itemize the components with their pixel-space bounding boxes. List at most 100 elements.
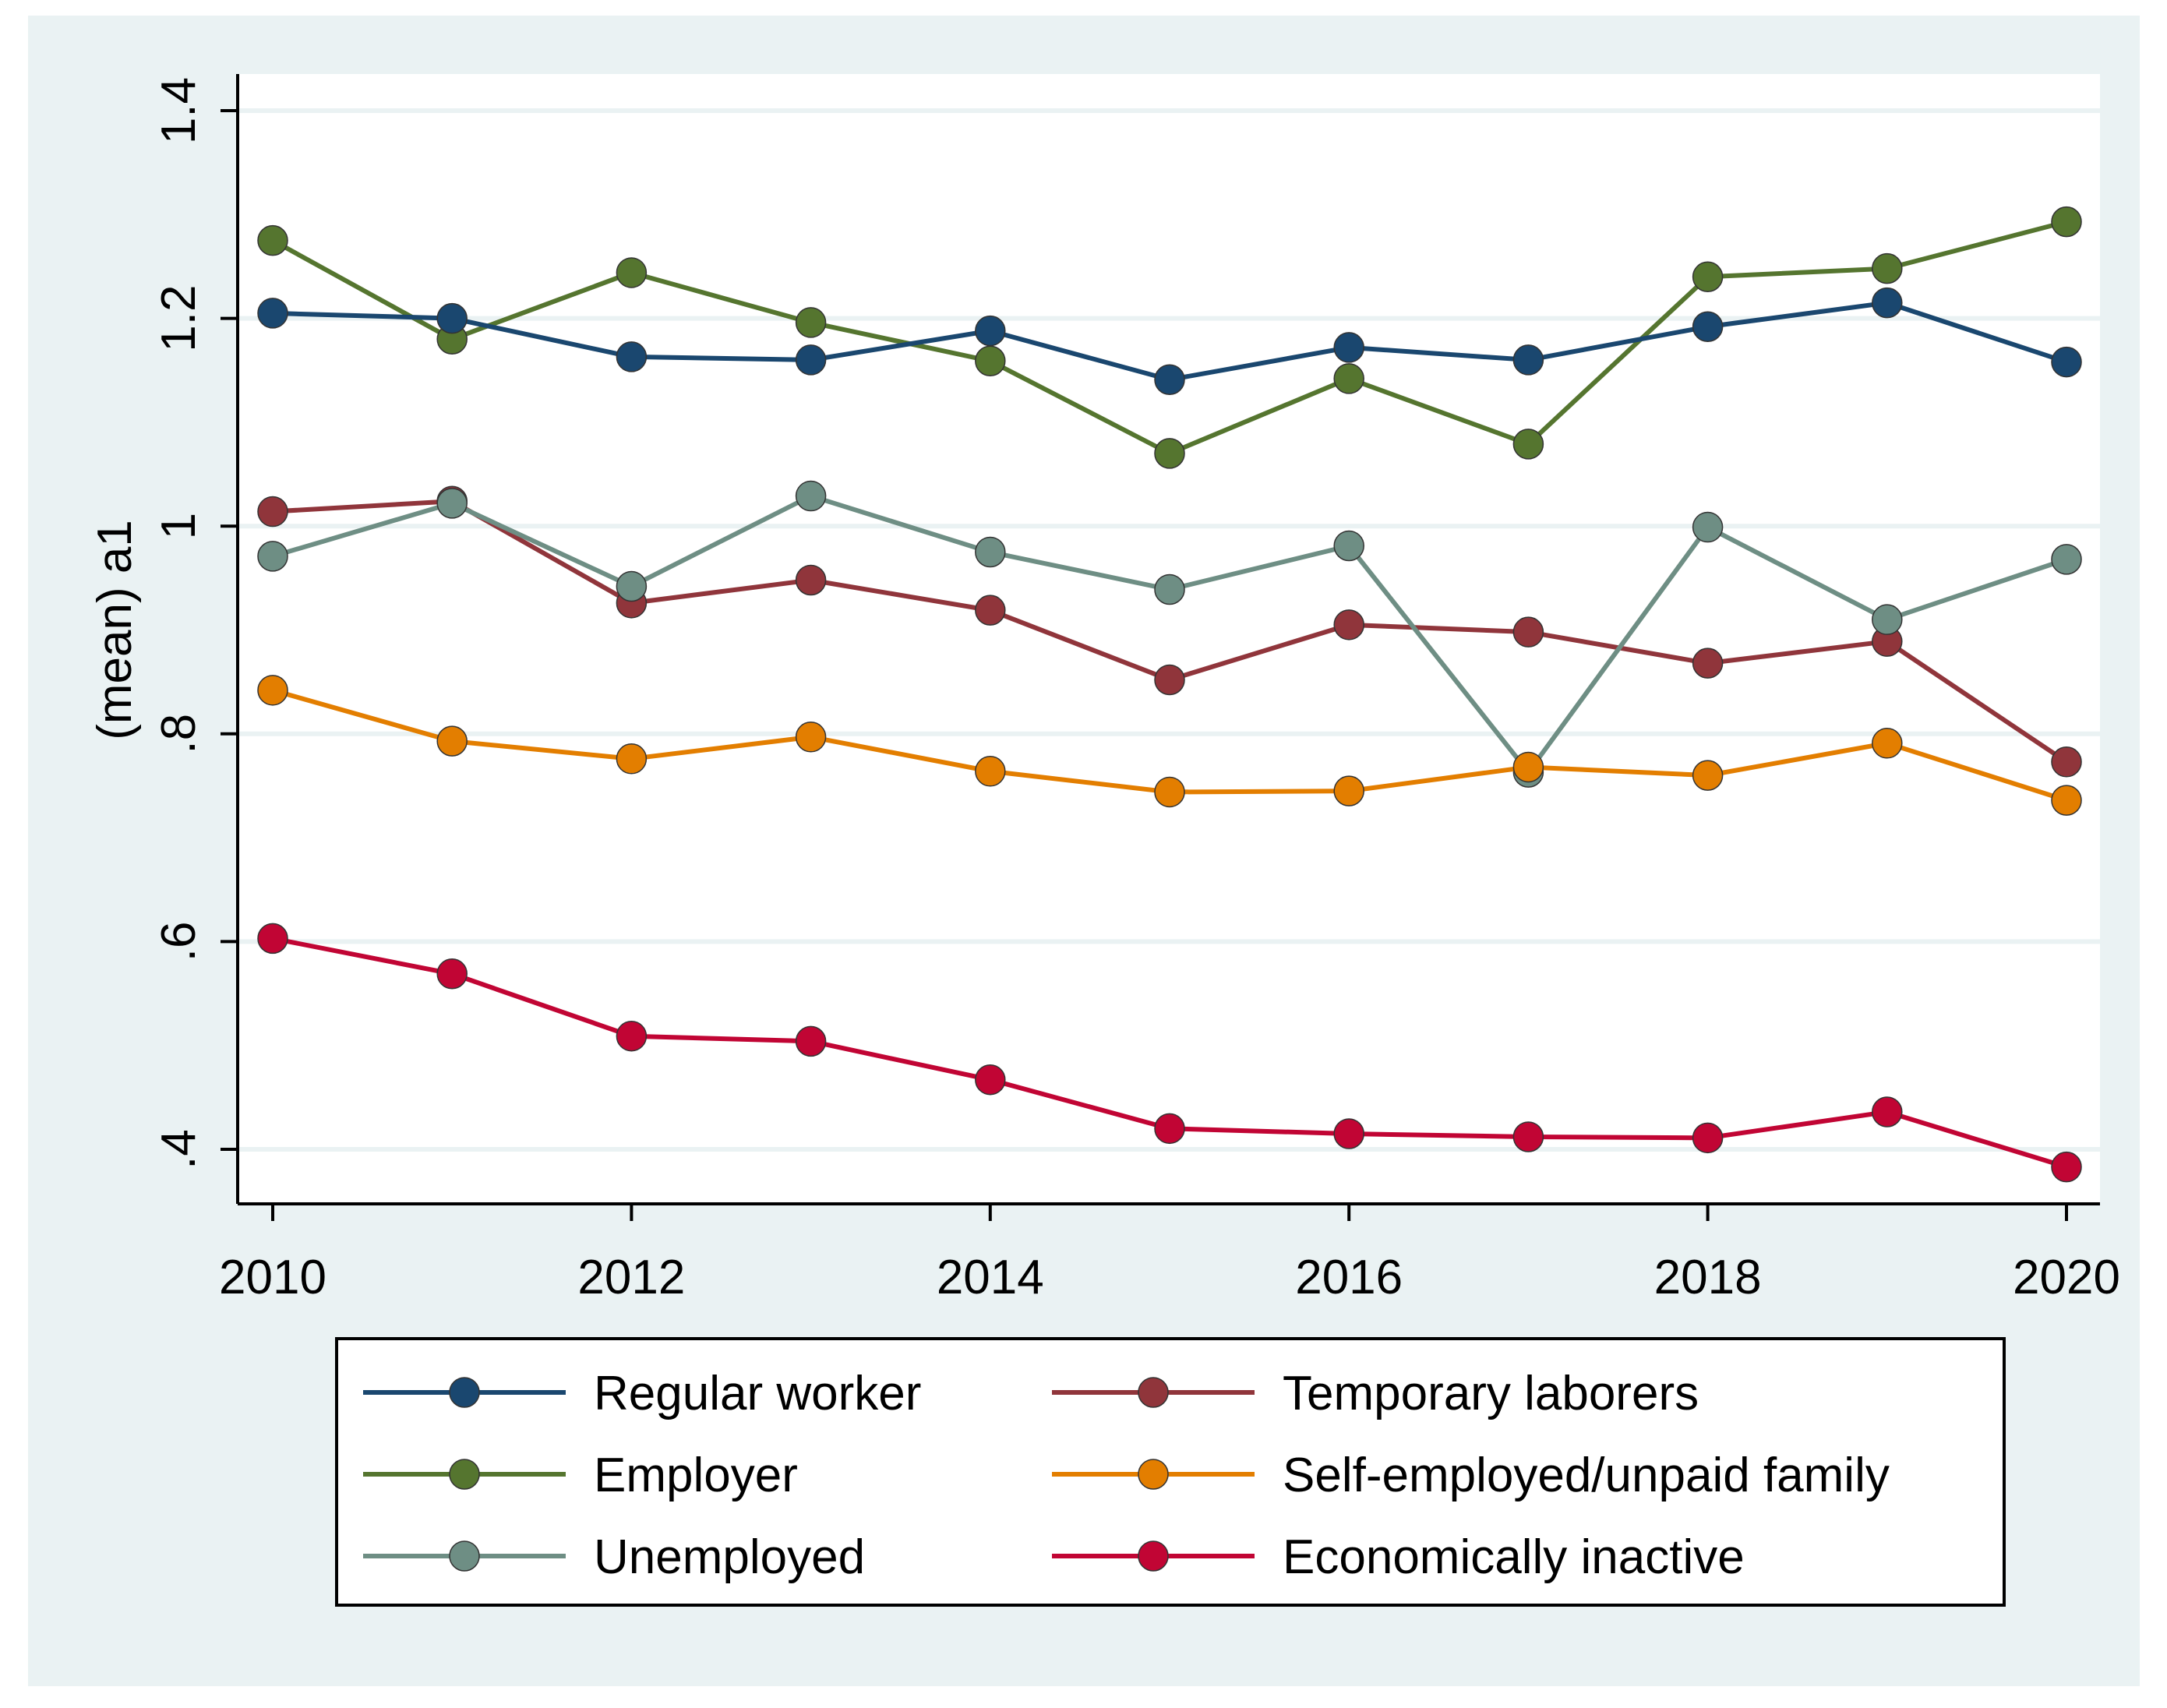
- point-self-employed-unpaid-family-2010: [257, 675, 288, 706]
- series-regular-worker: [257, 287, 2082, 395]
- point-self-employed-unpaid-family-2011: [436, 725, 468, 757]
- series-economically-inactive: [257, 923, 2082, 1183]
- gridlines: [238, 108, 2100, 1152]
- point-employer-2012: [616, 257, 648, 288]
- x-tick-label-3: 2016: [1295, 1251, 1403, 1304]
- point-self-employed-unpaid-family-2020: [2051, 785, 2082, 816]
- x-tick-label-1: 2012: [577, 1251, 685, 1304]
- legend-swatch-marker: [449, 1540, 480, 1572]
- point-unemployed-2015: [1154, 573, 1185, 605]
- x-tick-label-5: 2020: [2013, 1251, 2120, 1304]
- y-tick-label-0: .4: [152, 1129, 206, 1170]
- y-tick-label-3: 1: [152, 513, 206, 539]
- point-unemployed-2019: [1872, 604, 1903, 635]
- point-unemployed-2010: [257, 541, 288, 572]
- x-tick-label-4: 2018: [1654, 1251, 1762, 1304]
- legend: Regular worker Temporary laborers Employer…: [335, 1337, 2006, 1607]
- point-self-employed-unpaid-family-2013: [795, 722, 827, 753]
- point-temporary-laborers-2017: [1512, 616, 1544, 648]
- point-economically-inactive-2013: [795, 1025, 827, 1057]
- point-temporary-laborers-2016: [1333, 609, 1364, 640]
- point-unemployed-2014: [975, 536, 1006, 568]
- point-self-employed-unpaid-family-2018: [1692, 760, 1724, 791]
- y-axis-title: (mean) a1: [88, 520, 142, 740]
- legend-label: Self-employed/unpaid family: [1283, 1449, 1890, 1502]
- x-tick-label-0: 2010: [219, 1251, 326, 1304]
- legend-label: Economically inactive: [1283, 1530, 1745, 1584]
- point-regular-worker-2019: [1872, 287, 1903, 319]
- y-tick-label-4: 1.2: [152, 284, 206, 351]
- point-unemployed-2016: [1333, 530, 1364, 562]
- point-employer-2018: [1692, 261, 1724, 293]
- legend-label: Regular worker: [594, 1367, 921, 1420]
- axes: .4 .6 .8 1 1.2 1.4 (mean) a1 2010 2012 2014 2016 20…: [88, 74, 2120, 1304]
- point-temporary-laborers-2013: [795, 564, 827, 596]
- point-self-employed-unpaid-family-2015: [1154, 776, 1185, 808]
- point-regular-worker-2013: [795, 344, 827, 376]
- point-regular-worker-2012: [616, 341, 648, 372]
- point-regular-worker-2018: [1692, 311, 1724, 343]
- point-unemployed-2011: [436, 488, 468, 519]
- legend-item-temporary-laborers: Temporary laborers: [1052, 1367, 1699, 1420]
- point-self-employed-unpaid-family-2014: [975, 756, 1006, 787]
- point-economically-inactive-2020: [2051, 1151, 2082, 1183]
- legend-label: Unemployed: [594, 1530, 865, 1584]
- legend-item-regular-worker: Regular worker: [363, 1367, 921, 1420]
- point-regular-worker-2016: [1333, 332, 1364, 363]
- point-unemployed-2012: [616, 570, 648, 602]
- x-tick-label-2: 2014: [937, 1251, 1044, 1304]
- point-economically-inactive-2016: [1333, 1118, 1364, 1149]
- point-economically-inactive-2017: [1512, 1121, 1544, 1152]
- point-self-employed-unpaid-family-2016: [1333, 775, 1364, 806]
- point-unemployed-2018: [1692, 511, 1724, 543]
- point-employer-2015: [1154, 438, 1185, 469]
- point-self-employed-unpaid-family-2017: [1512, 751, 1544, 783]
- point-economically-inactive-2015: [1154, 1113, 1185, 1145]
- legend-swatch-marker: [1138, 1459, 1169, 1490]
- legend-swatch-marker: [449, 1459, 480, 1490]
- point-temporary-laborers-2015: [1154, 664, 1185, 696]
- point-employer-2016: [1333, 363, 1364, 394]
- legend-swatch-marker: [1138, 1377, 1169, 1408]
- point-regular-worker-2011: [436, 302, 468, 334]
- series-lines: [257, 206, 2082, 1183]
- point-temporary-laborers-2018: [1692, 648, 1724, 679]
- point-regular-worker-2017: [1512, 344, 1544, 376]
- point-self-employed-unpaid-family-2019: [1872, 728, 1903, 759]
- point-employer-2014: [975, 345, 1006, 377]
- point-temporary-laborers-2010: [257, 496, 288, 528]
- point-economically-inactive-2010: [257, 923, 288, 955]
- point-unemployed-2013: [795, 480, 827, 512]
- point-economically-inactive-2018: [1692, 1122, 1724, 1154]
- legend-item-unemployed: Unemployed: [363, 1530, 865, 1584]
- y-tick-label-2: .8: [152, 714, 206, 754]
- y-tick-label-5: 1.4: [152, 77, 206, 144]
- point-economically-inactive-2011: [436, 958, 468, 990]
- point-self-employed-unpaid-family-2012: [616, 743, 648, 775]
- plot-area: [238, 74, 2100, 1204]
- legend-item-employer: Employer: [363, 1449, 798, 1502]
- point-temporary-laborers-2020: [2051, 746, 2082, 778]
- point-temporary-laborers-2014: [975, 595, 1006, 626]
- point-economically-inactive-2014: [975, 1064, 1006, 1096]
- series-self-employed-unpaid-family: [257, 675, 2082, 816]
- point-regular-worker-2010: [257, 298, 288, 329]
- point-economically-inactive-2012: [616, 1020, 648, 1052]
- legend-swatch-marker: [449, 1377, 480, 1408]
- legend-label: Employer: [594, 1449, 798, 1502]
- point-employer-2013: [795, 307, 827, 338]
- point-regular-worker-2020: [2051, 346, 2082, 378]
- point-unemployed-2020: [2051, 544, 2082, 575]
- legend-item-self-employed-unpaid-family: Self-employed/unpaid family: [1052, 1449, 1890, 1502]
- legend-item-economically-inactive: Economically inactive: [1052, 1530, 1745, 1584]
- point-employer-2019: [1872, 252, 1903, 284]
- point-economically-inactive-2019: [1872, 1096, 1903, 1127]
- point-employer-2020: [2051, 206, 2082, 238]
- y-tick-label-1: .6: [152, 922, 206, 962]
- point-employer-2010: [257, 224, 288, 256]
- legend-swatch-marker: [1138, 1540, 1169, 1572]
- point-regular-worker-2015: [1154, 364, 1185, 395]
- point-regular-worker-2014: [975, 315, 1006, 347]
- point-employer-2017: [1512, 429, 1544, 460]
